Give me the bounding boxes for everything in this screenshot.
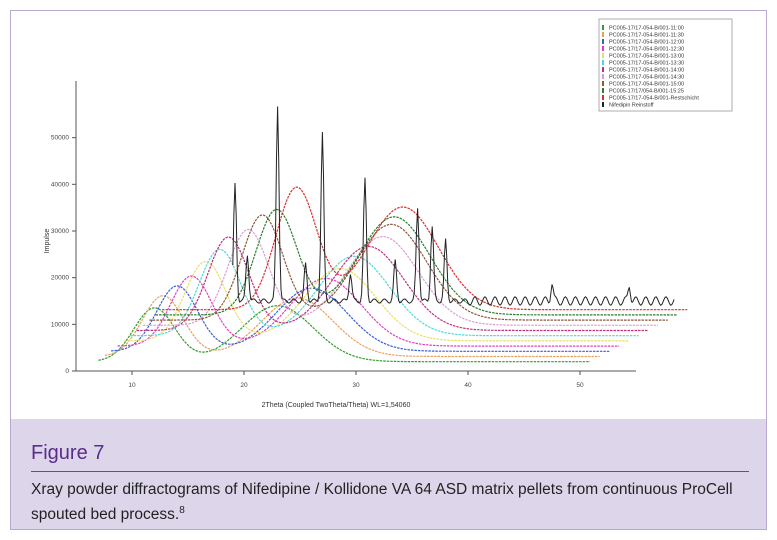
xrd-chart: 10 20 30 40 50 0 10000 20000 30000 40000 50000 2The…: [44, 18, 733, 409]
series-line-4: [117, 275, 620, 347]
series-line-11: [162, 186, 688, 311]
y-axis-label: Impulse: [44, 229, 51, 254]
series-line-2: [104, 295, 600, 358]
y-tick-label: 0: [65, 368, 69, 375]
legend-entry: PC005-17/17/054-B/001-15:25: [609, 89, 684, 95]
chart-curves: [98, 106, 688, 363]
caption-box: Figure 7 Xray powder diffractograms of N…: [11, 419, 766, 529]
series-line-8: [142, 228, 659, 326]
legend-entry: PC005-17/17-054-B/001-12:00: [609, 40, 684, 46]
figure-card: 10 20 30 40 50 0 10000 20000 30000 40000 50000 2The…: [10, 10, 767, 530]
legend-entry: PC005-17/17-054-B/001-13:30: [609, 61, 684, 67]
footnote-ref: 8: [179, 505, 185, 516]
series-line-12: [232, 106, 675, 306]
legend-entry: PC005-17/17-054-B/001-11:30: [609, 33, 684, 39]
x-tick-label: 20: [240, 382, 248, 389]
legend-entry: PC005-17/17-054-B/001-15:00: [609, 82, 684, 88]
figure-title: Figure 7: [31, 442, 105, 464]
y-tick-label: 20000: [51, 275, 69, 282]
y-tick-label: 10000: [51, 321, 69, 328]
legend-box: [598, 18, 733, 112]
series-line-10: [155, 208, 678, 316]
series-line-9: [149, 214, 668, 321]
y-tick-label: 30000: [51, 228, 69, 235]
x-axis-label: 2Theta (Coupled TwoTheta/Theta) WL=1,540…: [262, 402, 411, 409]
series-line-3: [111, 285, 610, 352]
series-line-5: [123, 260, 629, 342]
y-tick-label: 40000: [51, 181, 69, 188]
x-tick-label: 40: [464, 382, 472, 389]
legend-entry: PC005-17/17-054-B/001-14:30: [609, 75, 684, 81]
legend-entry: PC005-17/17-054-B/001-Restschicht: [609, 96, 699, 102]
series-line-6: [130, 248, 639, 337]
chart-axes: 10 20 30 40 50 0 10000 20000 30000 40000 50000 2The…: [44, 81, 636, 409]
chart-legend: PC005-17/17-054-B/001-11:00PC005-17/17-0…: [598, 18, 733, 112]
series-line-1: [98, 305, 591, 363]
x-tick-label: 10: [128, 382, 136, 389]
series-line-7: [136, 236, 649, 332]
legend-entry: PC005-17/17-054-B/001-12:30: [609, 47, 684, 53]
caption-divider: [31, 471, 749, 472]
legend-entry: Nifedipin Reinstoff: [609, 103, 654, 109]
x-tick-label: 50: [576, 382, 584, 389]
figure-caption: Xray powder diffractograms of Nifedipine…: [31, 479, 746, 525]
legend-entry: PC005-17/17-054-B/001-11:00: [609, 26, 684, 32]
y-tick-label: 50000: [51, 135, 69, 142]
x-tick-label: 30: [352, 382, 360, 389]
caption-text: Xray powder diffractograms of Nifedipine…: [31, 481, 733, 524]
legend-entry: PC005-17/17-054-B/001-13:00: [609, 54, 684, 60]
legend-entry: PC005-17/17-054-B/001-14:00: [609, 68, 684, 74]
